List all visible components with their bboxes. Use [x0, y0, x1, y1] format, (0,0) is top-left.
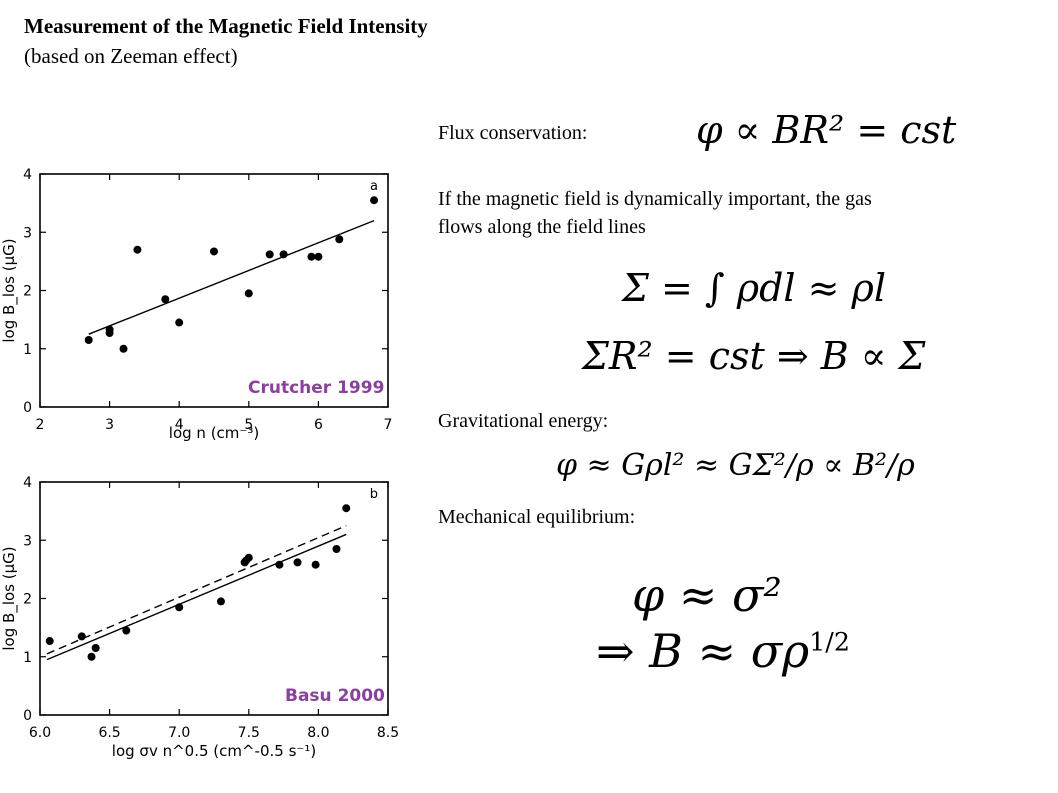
- panel-b-data-point: [332, 544, 341, 553]
- plots-panel: 2 3 4 5 6 7 0 1 2 3 4 log n (cm⁻³) log B_los (μG) Cru…: [0, 160, 410, 780]
- panel-a-xtick-label: 6: [314, 417, 323, 433]
- panel-b-data-point: [293, 558, 302, 567]
- panel-a-data-point: [119, 344, 128, 353]
- panel-b-data-point: [175, 603, 184, 612]
- panel-a-data-point: [244, 289, 253, 298]
- panel-b-frame: [39, 481, 389, 716]
- panel-a-ytick-label: 4: [23, 167, 32, 183]
- mech-label: Mechanical equilibrium:: [438, 506, 636, 528]
- panel-a-annotation: Crutcher 1999: [248, 378, 384, 398]
- panel-a-xtick-label: 4: [175, 417, 184, 433]
- flux-equation: φ ∝ BR² = cst: [696, 108, 957, 152]
- panel-b-ytick-label: 2: [23, 592, 32, 608]
- panel-b-xtick-label: 8.5: [377, 725, 399, 741]
- panel-b-data-point: [91, 644, 100, 653]
- mech-equation-exponent: 1/2: [809, 627, 850, 657]
- panel-b-ytick-label: 0: [23, 708, 32, 724]
- panel-a-panel-letter: a: [370, 179, 378, 194]
- panel-b-xtick-label: 6.0: [29, 725, 51, 741]
- panel-a-data-point: [105, 329, 114, 338]
- panel-a-xtick-label: 2: [36, 417, 45, 433]
- panel-b-xtick-label: 7.5: [238, 725, 260, 741]
- panel-b-ytick-label: 4: [23, 475, 32, 491]
- panel-b-fit-line-solid: [46, 533, 347, 661]
- panel-a-ytick-label: 0: [23, 400, 32, 416]
- panel-b-ytick-label: 3: [23, 533, 32, 549]
- panel-a-data-point: [161, 295, 170, 304]
- panel-b-data-point: [242, 556, 251, 565]
- panel-a-data-point: [175, 318, 184, 327]
- page-subtitle: (based on Zeeman effect): [24, 44, 238, 68]
- field-text-line1: If the magnetic field is dynamically imp…: [438, 188, 872, 210]
- panel-a-data-point: [279, 250, 288, 259]
- panel-b-xtick-label: 6.5: [98, 725, 120, 741]
- panel-a-frame: [39, 173, 389, 408]
- panel-b-xtick-label: 7.0: [168, 725, 190, 741]
- panel-a-ytick-label: 3: [23, 225, 32, 241]
- panel-b-data-point: [216, 597, 225, 606]
- panel-b-data-point: [77, 632, 86, 641]
- panel-b-ylabel: log B_los (μG): [0, 546, 19, 650]
- grav-equation: φ ≈ Gρl² ≈ GΣ²/ρ ∝ B²/ρ: [556, 448, 915, 483]
- panel-a-data-point: [370, 196, 379, 205]
- panel-b-ytick-label: 1: [23, 650, 32, 666]
- panel-a-ylabel: log B_los (μG): [0, 238, 19, 342]
- panel-a-fit-line-solid: [88, 219, 375, 335]
- mech-equation-2: ⇒ B ≈ σρ1/2: [596, 624, 850, 678]
- panel-b-xtick-label: 8.0: [307, 725, 329, 741]
- panel-b-data-point: [122, 626, 131, 635]
- panel-a-xtick-label: 3: [105, 417, 114, 433]
- panel-a-xtick-label: 7: [384, 417, 393, 433]
- panel-b-data-point: [87, 652, 96, 661]
- panel-b-fit-line-dashed: [46, 525, 347, 655]
- flux-label: Flux conservation:: [438, 122, 588, 144]
- panel-a-data-point: [265, 250, 274, 259]
- panel-b-panel-letter: b: [370, 487, 378, 502]
- panel-a-xtick-label: 5: [244, 417, 253, 433]
- field-text-line2: flows along the field lines: [438, 216, 646, 238]
- panel-a-ytick-label: 1: [23, 342, 32, 358]
- sigma-r-equation: ΣR² = cst ⇒ B ∝ Σ: [582, 334, 926, 378]
- panel-a-data-point: [307, 252, 316, 261]
- panel-b-data-point: [275, 560, 284, 569]
- panel-a-ytick-label: 2: [23, 284, 32, 300]
- page-title: Measurement of the Magnetic Field Intens…: [24, 14, 428, 38]
- panel-b-data-point: [311, 560, 320, 569]
- panel-a-data-point: [133, 245, 142, 254]
- panel-b-annotation: Basu 2000: [285, 686, 385, 706]
- panel-b-data-point: [342, 504, 351, 513]
- panel-a-data-point: [335, 235, 344, 244]
- panel-b-data-point: [45, 637, 54, 646]
- mech-equation-1: φ ≈ σ²: [632, 568, 782, 622]
- panel-a-xlabel: log n (cm⁻³): [169, 424, 259, 442]
- panel-a-data-point: [210, 247, 218, 256]
- panel-b-xlabel: log σv n^0.5 (cm^-0.5 s⁻¹): [112, 742, 316, 760]
- panel-a-data-point: [314, 252, 323, 261]
- sigma-equation: Σ = ∫ ρdl ≈ ρl: [622, 266, 887, 310]
- panel-a-data-point: [84, 336, 93, 345]
- grav-label: Gravitational energy:: [438, 410, 609, 432]
